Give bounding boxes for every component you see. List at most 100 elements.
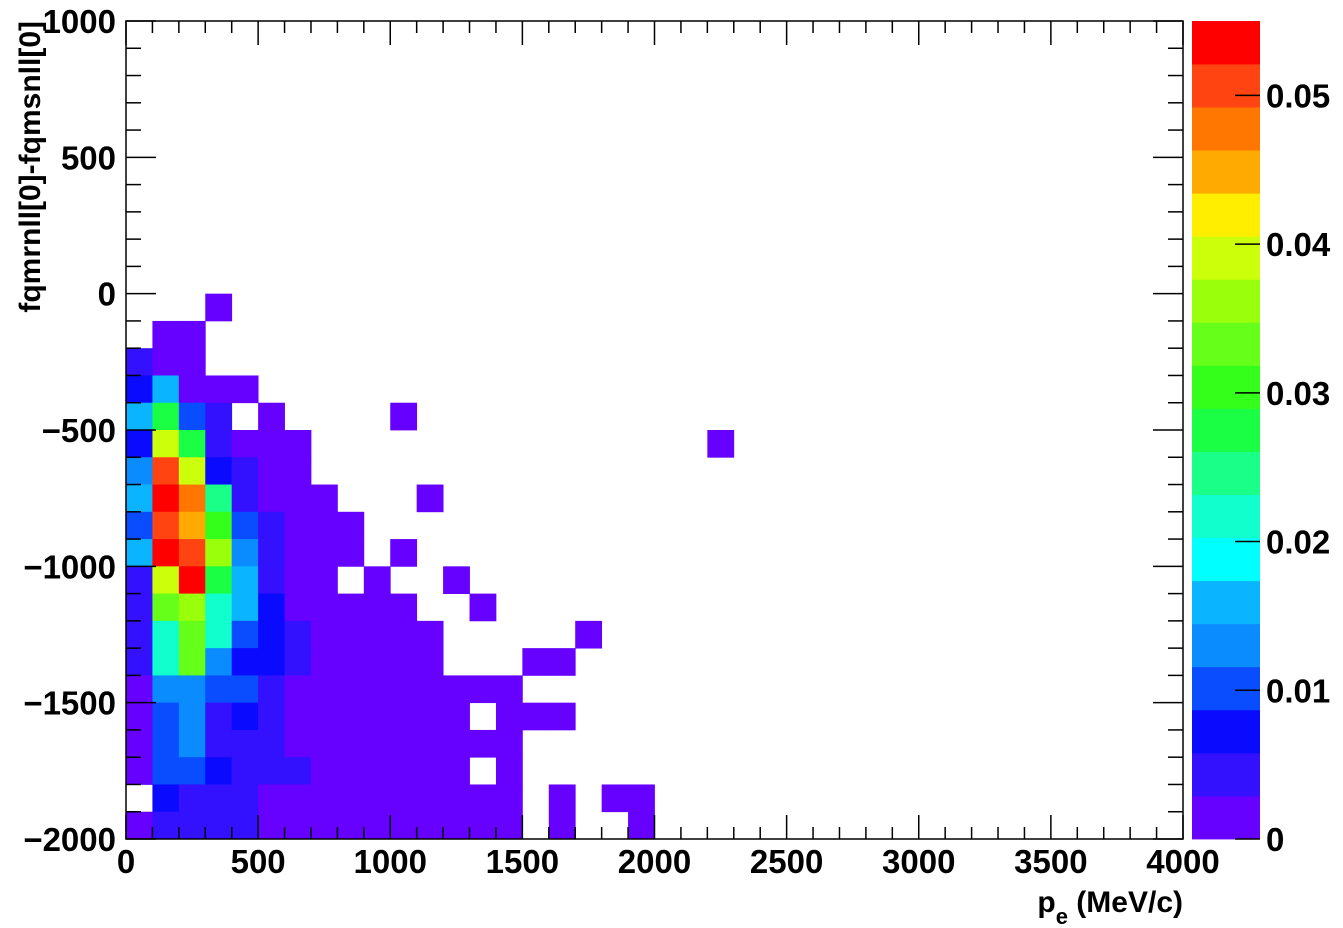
heatmap-cell xyxy=(416,648,444,676)
heatmap-cell xyxy=(205,757,233,785)
color-scale-band xyxy=(1192,752,1260,797)
heatmap-cell xyxy=(258,511,285,540)
heatmap-cell xyxy=(310,511,338,540)
heatmap-cell xyxy=(707,430,735,458)
heatmap-cell xyxy=(390,702,418,731)
heatmap-cell xyxy=(575,620,603,649)
heatmap-cell xyxy=(231,539,259,567)
heatmap-cell xyxy=(231,702,259,731)
color-scale-band xyxy=(1192,580,1260,625)
heatmap-cell xyxy=(258,402,285,431)
heatmap-cell xyxy=(258,675,285,704)
heatmap-cell xyxy=(205,293,233,322)
color-scale-band xyxy=(1192,365,1260,409)
heatmap-cell xyxy=(390,593,418,622)
heatmap-cell xyxy=(126,511,153,540)
heatmap-cell xyxy=(469,593,497,622)
heatmap-cell xyxy=(258,811,285,840)
x-tick-label: 2500 xyxy=(750,843,823,880)
heatmap-cell xyxy=(416,702,444,731)
heatmap-cell xyxy=(469,729,497,758)
heatmap-cell xyxy=(231,784,259,813)
heatmap-cell xyxy=(310,648,338,676)
heatmap-cell xyxy=(310,593,338,622)
color-scale-band xyxy=(1192,537,1260,582)
heatmap-cell xyxy=(178,511,206,540)
heatmap-cell xyxy=(416,620,444,649)
heatmap-cell xyxy=(126,375,153,404)
heatmap-cell xyxy=(416,675,444,704)
heatmap-cell xyxy=(126,757,153,785)
heatmap-cell xyxy=(495,757,523,785)
heatmap-cell xyxy=(152,348,180,376)
heatmap-cell xyxy=(152,675,180,704)
color-scale-band xyxy=(1192,709,1260,754)
heatmap-cell xyxy=(178,784,206,813)
color-scale-band xyxy=(1192,494,1260,539)
heatmap-cell xyxy=(205,729,233,758)
color-scale-label: 0.04 xyxy=(1266,226,1331,263)
heatmap-cell xyxy=(258,620,285,649)
heatmap-cell xyxy=(310,620,338,649)
heatmap-cell xyxy=(284,784,312,813)
heatmap-cell xyxy=(363,757,391,785)
heatmap-cell xyxy=(522,702,550,731)
color-scale-label: 0 xyxy=(1266,821,1284,858)
heatmap-cell xyxy=(310,757,338,785)
heatmap-cell xyxy=(178,457,206,485)
heatmap-cell xyxy=(205,430,233,458)
heatmap-cell xyxy=(363,784,391,813)
heatmap-cell xyxy=(231,729,259,758)
heatmap-cell xyxy=(310,729,338,758)
heatmap-cell xyxy=(284,675,312,704)
heatmap-cell xyxy=(126,729,153,758)
heatmap-cell xyxy=(495,675,523,704)
heatmap-cell xyxy=(337,620,365,649)
y-tick-label: 0 xyxy=(98,276,116,313)
heatmap-cell xyxy=(178,675,206,704)
heatmap-cell xyxy=(337,675,365,704)
heatmap-cell xyxy=(416,784,444,813)
heatmap-cell xyxy=(337,757,365,785)
heatmap-cell xyxy=(337,811,365,840)
heatmap-cell xyxy=(231,375,259,404)
heatmap-cell xyxy=(178,539,206,567)
color-scale-band xyxy=(1192,322,1260,366)
heatmap-cell xyxy=(178,593,206,622)
x-axis-title-unit: (MeV/c) xyxy=(1068,886,1183,919)
heatmap-cell xyxy=(126,648,153,676)
heatmap-cell xyxy=(390,675,418,704)
heatmap-cell xyxy=(205,620,233,649)
heatmap-cell xyxy=(126,457,153,485)
heatmap-cell xyxy=(548,702,576,731)
heatmap-cell xyxy=(363,566,391,594)
heatmap-cell xyxy=(231,593,259,622)
color-scale-label: 0.03 xyxy=(1266,375,1330,412)
heatmap-cell xyxy=(178,811,206,840)
heatmap-cell xyxy=(284,566,312,594)
x-tick-label: 1500 xyxy=(486,843,559,880)
color-scale-band xyxy=(1192,150,1260,194)
heatmap-cell xyxy=(231,811,259,840)
heatmap-cell xyxy=(205,457,233,485)
heatmap-cell xyxy=(205,484,233,513)
heatmap-cell xyxy=(126,593,153,622)
heatmap-cell xyxy=(548,784,576,813)
heatmap-cell xyxy=(337,729,365,758)
heatmap-cell xyxy=(284,702,312,731)
heatmap-cell xyxy=(205,675,233,704)
heatmap-cell xyxy=(205,539,233,567)
heatmap-cell xyxy=(390,402,418,431)
heatmap-cell xyxy=(416,757,444,785)
heatmap-cell xyxy=(469,784,497,813)
heatmap-cell xyxy=(152,593,180,622)
heatmap-cell xyxy=(178,566,206,594)
heatmap-cell xyxy=(152,757,180,785)
color-scale-band xyxy=(1192,451,1260,495)
heatmap-cell xyxy=(178,320,206,349)
heatmap-cell xyxy=(310,675,338,704)
heatmap-cell xyxy=(495,702,523,731)
heatmap-cell xyxy=(310,811,338,840)
heatmap-cell xyxy=(443,702,470,731)
